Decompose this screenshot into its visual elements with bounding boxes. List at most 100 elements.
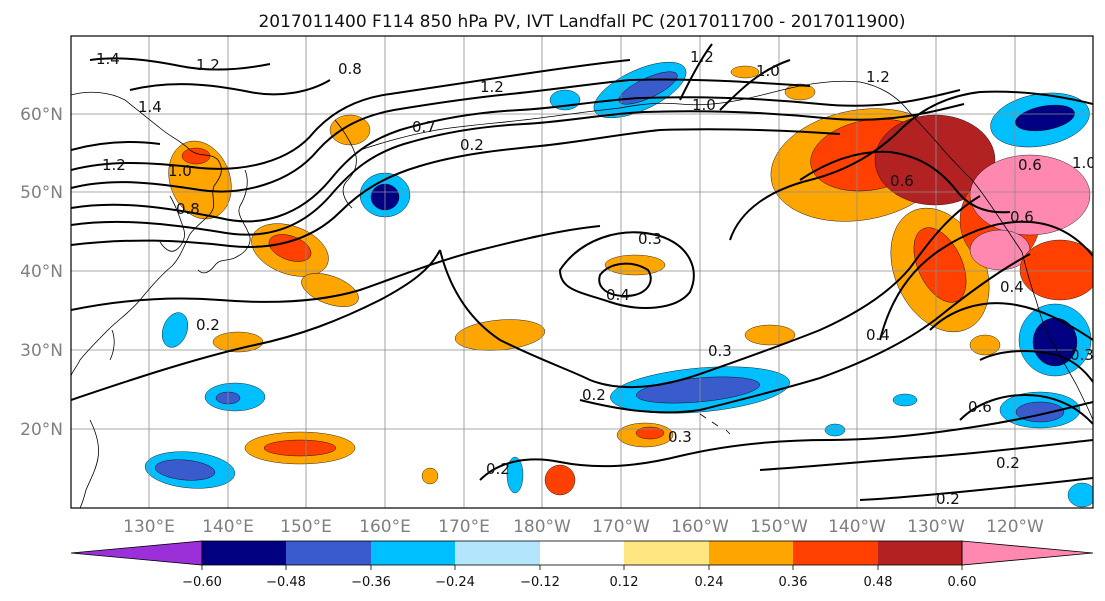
pv-contour — [439, 195, 981, 389]
coastline-hawaii — [699, 413, 731, 435]
coastline-taiwan-philippines — [79, 329, 115, 508]
pv-shade-region — [268, 234, 312, 262]
pv-shading-layer — [144, 61, 1093, 508]
contour-label: 0.2 — [996, 454, 1020, 472]
contour-label: 0.3 — [668, 428, 692, 446]
contour-label: 1.2 — [196, 56, 220, 74]
pv-contour — [598, 262, 652, 298]
colorbar-segment — [793, 541, 878, 565]
contour-label: 1.2 — [102, 156, 126, 174]
lon-tick-label: 180°W — [513, 517, 571, 537]
latitude-tick-labels: 20°N 30°N 40°N 50°N 60°N — [20, 105, 63, 440]
lon-tick-label: 140°E — [202, 517, 254, 537]
contour-label: 0.4 — [866, 326, 890, 344]
lon-tick-label: 170°E — [438, 517, 490, 537]
pv-shade-region — [161, 312, 189, 348]
lat-tick-label: 60°N — [20, 105, 63, 125]
contour-label: 0.7 — [412, 118, 436, 136]
lat-tick-label: 20°N — [20, 420, 63, 440]
lat-tick-label: 30°N — [20, 341, 63, 361]
pv-contour — [71, 59, 631, 171]
pv-contour — [929, 302, 1093, 341]
pv-contour — [679, 43, 791, 111]
pv-contour — [71, 89, 961, 223]
lat-tick-label: 50°N — [20, 183, 63, 203]
colorbar-tick-label: 0.60 — [948, 575, 977, 590]
contour-labels: 1.4 1.2 0.8 1.4 1.2 1.0 0.8 0.7 0.2 1.2 … — [96, 48, 1094, 508]
longitude-tick-labels: 130°E 140°E 150°E 160°E 170°E 180°W 170°… — [123, 517, 1044, 537]
colorbar-tick-label: 0.36 — [779, 575, 808, 590]
colorbar-segments — [70, 540, 1094, 566]
graticule — [71, 36, 1093, 508]
lon-tick-label: 150°E — [280, 517, 332, 537]
pv-contour — [799, 150, 1011, 214]
colorbar-tick-label: −0.12 — [520, 575, 560, 590]
colorbar-segment — [286, 541, 371, 565]
pv-shade-region — [544, 464, 576, 496]
pv-shade-region — [969, 154, 1091, 236]
colorbar-segment — [371, 541, 455, 565]
pv-shade-region — [212, 331, 264, 353]
contour-label: 1.2 — [480, 78, 504, 96]
pv-shade-region — [1019, 239, 1093, 301]
lon-tick-label: 160°E — [359, 517, 411, 537]
lon-tick-label: 160°W — [671, 517, 729, 537]
coastlines — [71, 80, 1093, 508]
pv-shade-region — [824, 423, 846, 437]
pv-contour — [71, 78, 811, 193]
colorbar-segment — [202, 541, 286, 565]
pv-contour — [979, 350, 1093, 383]
colorbar-segment — [540, 541, 624, 565]
pv-contour — [479, 401, 1093, 481]
map-title: 2017011400 F114 850 hPa PV, IVT Landfall… — [258, 12, 905, 32]
contour-label: 0.2 — [936, 490, 960, 508]
contour-label: 1.2 — [866, 68, 890, 86]
pv-shade-region — [730, 65, 760, 79]
pv-shade-region — [1015, 104, 1075, 132]
contour-label: 0.3 — [638, 230, 662, 248]
pv-contour — [71, 249, 441, 401]
contour-label: 0.6 — [1018, 156, 1042, 174]
map-panel: 1.4 1.2 0.8 1.4 1.2 1.0 0.8 0.7 0.2 1.2 … — [70, 35, 1094, 509]
contour-label: 1.4 — [138, 98, 162, 116]
pv-contour — [71, 103, 965, 236]
contour-label: 1.0 — [168, 162, 192, 180]
contour-label: 0.2 — [582, 386, 606, 404]
pv-shade-region — [744, 324, 796, 346]
pv-shade-region — [1067, 482, 1093, 508]
pv-shade-region — [892, 393, 918, 407]
contour-label: 1.2 — [690, 48, 714, 66]
contour-label: 0.2 — [196, 316, 220, 334]
lon-tick-label: 130°W — [907, 517, 965, 537]
contour-label: 1.4 — [96, 50, 120, 68]
pv-shade-region — [263, 439, 337, 457]
colorbar-tick-label: 0.48 — [864, 575, 893, 590]
contour-label: 0.3 — [708, 342, 732, 360]
lon-tick-label: 120°W — [986, 517, 1044, 537]
pv-contour — [129, 79, 331, 96]
pv-contour — [579, 253, 1031, 414]
pv-contour — [729, 90, 1093, 241]
coastline-aleutians — [359, 85, 801, 151]
colorbar-tick-label: −0.24 — [435, 575, 475, 590]
coastline-asia — [71, 91, 222, 377]
pv-contours — [71, 43, 1093, 501]
coastline-north-america-west — [1021, 251, 1093, 421]
contour-label: 0.2 — [486, 460, 510, 478]
colorbar-tick-label: 0.12 — [610, 575, 639, 590]
pv-contour — [71, 225, 601, 311]
contour-label: 1.0 — [756, 62, 780, 80]
pv-contour — [558, 231, 695, 309]
colorbar-tick-label: −0.48 — [266, 575, 306, 590]
pv-contour — [879, 220, 1093, 341]
pv-contour — [71, 128, 841, 248]
pv-shade-region — [154, 459, 216, 481]
lat-tick-label: 40°N — [20, 262, 63, 282]
pv-shade-region — [635, 426, 665, 440]
pv-contour — [759, 439, 1093, 471]
pv-shade-region — [969, 334, 1001, 356]
lon-tick-label: 150°W — [750, 517, 808, 537]
colorbar-tick-label: 0.24 — [695, 575, 724, 590]
contour-label: 0.3 — [1070, 346, 1094, 364]
